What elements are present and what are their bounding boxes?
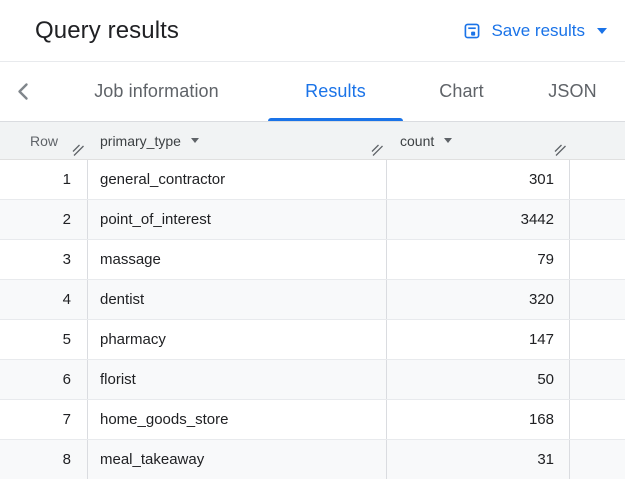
count-cell: 3442 [387, 200, 570, 239]
tab-results[interactable]: Results [268, 62, 403, 121]
filler-cell [570, 160, 625, 199]
tab-label: Results [305, 81, 366, 101]
primary-type-cell: home_goods_store [88, 400, 387, 439]
primary-type-cell: pharmacy [88, 320, 387, 359]
primary-type-cell: massage [88, 240, 387, 279]
count-cell: 31 [387, 440, 570, 479]
sort-caret-icon[interactable] [444, 138, 453, 143]
row-number-cell: 7 [0, 400, 88, 439]
count-cell: 320 [387, 280, 570, 319]
save-results-button[interactable]: Save results [455, 15, 615, 47]
primary-type-cell: general_contractor [88, 160, 387, 199]
back-chevron-button[interactable] [0, 62, 45, 121]
count-cell: 50 [387, 360, 570, 399]
row-number-cell: 6 [0, 360, 88, 399]
table-row: 2 point_of_interest 3442 [0, 200, 625, 240]
filler-cell [570, 200, 625, 239]
tab-json[interactable]: JSON [520, 62, 625, 121]
column-header-label: count [400, 132, 435, 149]
table-row: 7 home_goods_store 168 [0, 400, 625, 440]
tab-label: Chart [439, 81, 484, 101]
filler-cell [570, 320, 625, 359]
table-body: 1 general_contractor 301 2 point_of_inte… [0, 160, 625, 479]
chevron-left-icon [16, 82, 29, 101]
column-resize-handle[interactable] [72, 144, 85, 157]
row-number-cell: 5 [0, 320, 88, 359]
row-number-cell: 2 [0, 200, 88, 239]
tab-label: JSON [548, 81, 597, 101]
column-header-filler [570, 122, 625, 159]
table-row: 8 meal_takeaway 31 [0, 440, 625, 479]
row-number-cell: 1 [0, 160, 88, 199]
tab-chart[interactable]: Chart [403, 62, 520, 121]
row-number-cell: 4 [0, 280, 88, 319]
table-header-row: Row primary_type count [0, 122, 625, 160]
column-resize-handle[interactable] [554, 144, 567, 157]
column-header-label: Row [30, 132, 59, 149]
tab-label: Job information [94, 81, 219, 101]
caret-down-icon [597, 27, 607, 34]
column-header-count[interactable]: count [387, 122, 570, 159]
tab-bar: Job information Results Chart JSON [0, 62, 625, 122]
filler-cell [570, 400, 625, 439]
column-header-primary-type[interactable]: primary_type [88, 122, 387, 159]
filler-cell [570, 240, 625, 279]
primary-type-cell: meal_takeaway [88, 440, 387, 479]
column-resize-handle[interactable] [371, 144, 384, 157]
table-row: 4 dentist 320 [0, 280, 625, 320]
count-cell: 301 [387, 160, 570, 199]
column-header-label: primary_type [100, 132, 181, 149]
table-row: 3 massage 79 [0, 240, 625, 280]
count-cell: 168 [387, 400, 570, 439]
table-row: 6 florist 50 [0, 360, 625, 400]
save-results-label: Save results [491, 20, 585, 40]
table-row: 5 pharmacy 147 [0, 320, 625, 360]
save-icon [463, 22, 481, 40]
filler-cell [570, 280, 625, 319]
table-row: 1 general_contractor 301 [0, 160, 625, 200]
row-number-cell: 8 [0, 440, 88, 479]
primary-type-cell: dentist [88, 280, 387, 319]
count-cell: 147 [387, 320, 570, 359]
filler-cell [570, 360, 625, 399]
filler-cell [570, 440, 625, 479]
page-title: Query results [35, 16, 180, 44]
primary-type-cell: florist [88, 360, 387, 399]
primary-type-cell: point_of_interest [88, 200, 387, 239]
sort-caret-icon[interactable] [190, 138, 199, 143]
row-number-cell: 3 [0, 240, 88, 279]
column-header-row: Row [0, 122, 88, 159]
tab-job-information[interactable]: Job information [45, 62, 268, 121]
panel-header: Query results Save results [0, 0, 625, 62]
count-cell: 79 [387, 240, 570, 279]
